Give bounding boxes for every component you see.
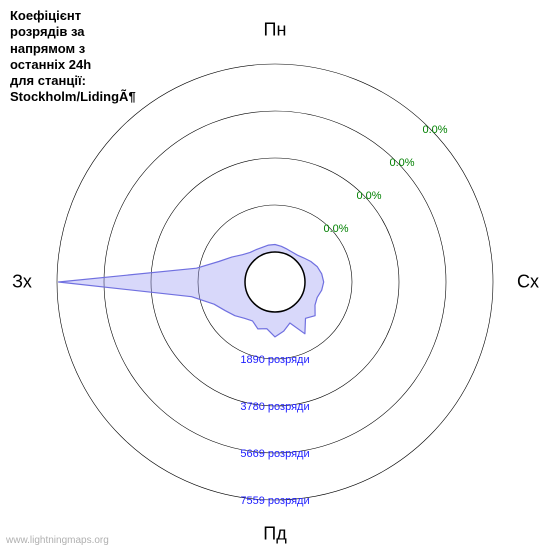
count-label: 7559 розряди xyxy=(240,495,309,507)
cardinal-label: Зх xyxy=(12,272,32,293)
count-label: 3780 розряди xyxy=(240,401,309,413)
cardinal-label: Сх xyxy=(517,272,539,293)
footer-attribution: www.lightningmaps.org xyxy=(6,535,109,546)
chart-title: Коефіцієнт розрядів за напрямом з останн… xyxy=(10,8,136,106)
cardinal-label: Пн xyxy=(264,20,287,41)
polar-chart-container: { "title": "Коефіцієнт\nрозрядів за\nнап… xyxy=(0,0,550,550)
count-label: 5669 розряди xyxy=(240,448,309,460)
percent-label: 0.0% xyxy=(356,190,381,202)
count-label: 1890 розряди xyxy=(240,354,309,366)
percent-label: 0.0% xyxy=(422,124,447,136)
center-circle xyxy=(245,252,305,312)
percent-label: 0.0% xyxy=(389,157,414,169)
cardinal-label: Пд xyxy=(263,524,286,545)
percent-label: 0.0% xyxy=(323,223,348,235)
